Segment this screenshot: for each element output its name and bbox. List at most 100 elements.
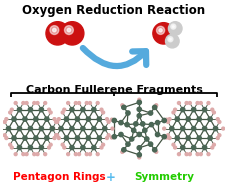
Circle shape [63,146,65,149]
Circle shape [173,108,176,111]
Circle shape [47,108,50,111]
Circle shape [191,145,195,150]
Circle shape [10,108,13,111]
Circle shape [129,137,133,141]
Circle shape [61,143,64,146]
Circle shape [86,117,90,121]
Circle shape [171,111,174,114]
Circle shape [69,126,74,131]
Circle shape [0,127,2,130]
Circle shape [121,105,126,109]
Circle shape [9,143,12,146]
Circle shape [34,136,38,140]
Circle shape [195,101,198,105]
Circle shape [131,128,135,132]
Circle shape [140,122,144,126]
Circle shape [207,136,211,140]
Circle shape [221,127,224,130]
Text: Pentagon Rings: Pentagon Rings [13,172,105,182]
Circle shape [168,118,170,121]
Circle shape [142,128,146,132]
Circle shape [180,126,184,131]
Circle shape [67,28,70,32]
Circle shape [212,126,217,131]
Circle shape [74,153,77,156]
Circle shape [17,126,22,131]
Circle shape [185,136,190,140]
Circle shape [101,111,104,114]
Circle shape [206,153,209,156]
Circle shape [50,126,54,131]
Circle shape [39,108,43,112]
Circle shape [60,22,84,45]
Circle shape [28,108,32,112]
Circle shape [61,111,64,114]
Circle shape [110,136,113,139]
Circle shape [96,101,99,105]
Circle shape [161,135,166,139]
Circle shape [3,134,6,137]
Circle shape [53,118,56,121]
Circle shape [91,108,96,112]
Circle shape [88,153,91,156]
Circle shape [66,101,69,105]
Circle shape [69,108,74,112]
Circle shape [34,117,38,121]
Circle shape [52,28,56,32]
Circle shape [162,127,165,130]
Circle shape [171,143,174,146]
Circle shape [154,104,157,107]
Circle shape [46,22,69,45]
Circle shape [36,101,39,105]
Circle shape [22,101,25,105]
Circle shape [212,143,215,146]
Circle shape [155,121,159,125]
Circle shape [217,121,220,123]
Circle shape [57,118,60,121]
Circle shape [149,122,153,127]
Circle shape [44,117,49,121]
Circle shape [202,145,206,150]
Circle shape [161,118,166,123]
Circle shape [97,136,101,140]
Circle shape [69,145,74,150]
Circle shape [148,111,152,115]
Circle shape [118,121,123,125]
Circle shape [152,23,173,44]
Circle shape [121,148,126,152]
Circle shape [195,153,198,156]
Circle shape [64,136,68,140]
Circle shape [44,153,47,156]
Circle shape [207,117,211,121]
FancyArrowPatch shape [82,48,146,66]
Circle shape [112,118,116,123]
Circle shape [64,117,68,121]
Circle shape [184,153,187,156]
Circle shape [210,146,213,149]
Circle shape [55,121,58,123]
Circle shape [33,153,36,156]
Circle shape [173,146,176,149]
Circle shape [23,117,27,121]
Circle shape [77,101,80,105]
Circle shape [165,136,168,139]
Circle shape [96,153,99,156]
Circle shape [191,126,195,131]
Circle shape [196,136,200,140]
Circle shape [75,117,79,121]
Circle shape [25,101,28,105]
Circle shape [28,126,32,131]
Circle shape [5,137,8,139]
Circle shape [80,126,85,131]
Circle shape [210,108,213,111]
Circle shape [177,153,180,156]
Circle shape [136,153,141,157]
Circle shape [198,101,201,105]
Circle shape [136,146,141,150]
Circle shape [36,153,39,156]
Circle shape [180,108,184,112]
Circle shape [44,101,47,105]
Circle shape [124,122,129,127]
Circle shape [55,134,58,137]
Circle shape [188,101,190,105]
